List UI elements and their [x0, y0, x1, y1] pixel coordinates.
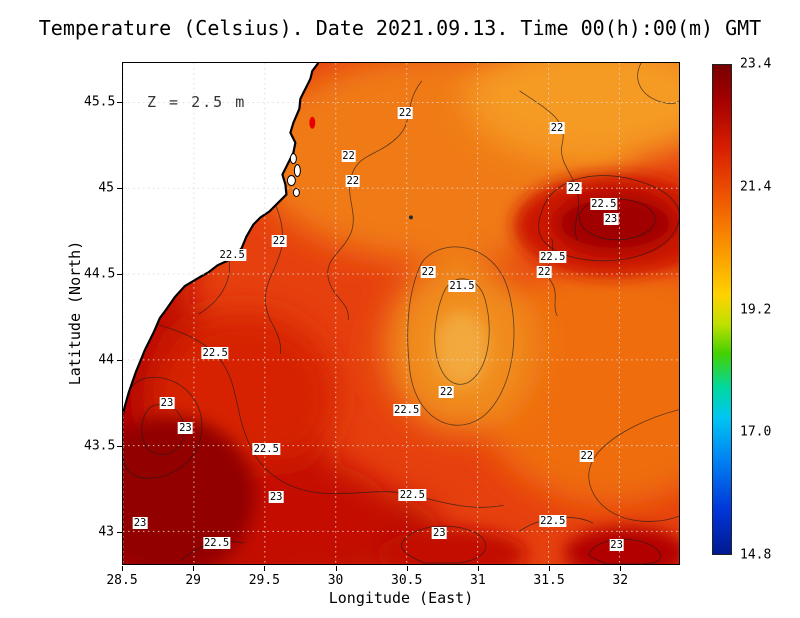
- depth-annotation: Z = 2.5 m: [147, 93, 247, 111]
- x-tick-label: 31.5: [533, 573, 565, 588]
- x-tick-label: 28.5: [106, 573, 138, 588]
- y-tick-mark: [117, 187, 122, 189]
- contour-label: 23: [132, 516, 148, 529]
- contour-label: 22: [579, 449, 595, 462]
- contour-label: 22: [420, 266, 436, 279]
- contour-label: 22: [341, 149, 356, 162]
- x-tick-label: 31: [470, 573, 486, 588]
- x-tick-mark: [620, 566, 622, 571]
- x-tick-label: 29: [185, 573, 201, 588]
- colorbar-labels: 23.4 21.4 19.2 17.0 14.8: [740, 57, 784, 563]
- contour-label: 22.5: [252, 443, 280, 456]
- y-tick-label: 44: [98, 352, 114, 368]
- contour-labels-layer: 22 22 22 22 22 22.5 23 22 22.5 22.5 22 22 21.5 22.5 22…: [123, 63, 679, 564]
- colorbar-tick-label: 19.2: [740, 302, 772, 317]
- y-tick-label: 43: [98, 524, 114, 540]
- x-tick-mark: [549, 566, 551, 571]
- contour-label: 22: [439, 386, 454, 399]
- coastline: [123, 63, 320, 414]
- land-mass: [123, 63, 319, 414]
- contour-label: 22.5: [398, 489, 426, 502]
- contour-label: 22.5: [393, 403, 421, 416]
- temperature-field: [123, 63, 679, 564]
- x-tick-mark: [193, 566, 195, 571]
- colorbar-tick-label: 23.4: [740, 56, 772, 72]
- x-tick-label: 29.5: [248, 573, 280, 588]
- y-tick-label: 45.5: [84, 94, 116, 110]
- y-tick-mark: [117, 273, 122, 275]
- contour-label: 22: [345, 175, 361, 188]
- contour-label: 22.5: [202, 537, 231, 550]
- colorbar-tick-label: 14.8: [740, 547, 772, 563]
- contour-label: 22: [536, 266, 552, 279]
- contour-label: 23: [159, 396, 175, 409]
- x-tick-mark: [335, 566, 337, 571]
- map-plot-area: 22 22 22 22 22 22.5 23 22 22.5 22.5 22 22 21.5 22.5 22…: [122, 62, 680, 565]
- contour-label: 23: [431, 527, 447, 540]
- x-tick-mark: [406, 566, 408, 571]
- contour-label: 23: [609, 539, 624, 552]
- y-tick-mark: [117, 360, 122, 361]
- y-tick-label: 43.5: [84, 438, 116, 454]
- contour-label: 22: [566, 182, 582, 195]
- contour-label: 22.5: [201, 346, 229, 359]
- x-tick-label: 30.5: [391, 573, 423, 588]
- chart-title: Temperature (Celsius). Date 2021.09.13. …: [38, 16, 762, 40]
- x-axis-ticks: 28.5 29 29.5 30 30.5 31 31.5 32: [106, 566, 680, 592]
- contour-label: 22: [549, 122, 565, 135]
- contour-label: 22.5: [539, 515, 567, 528]
- contour-label: 23: [603, 213, 619, 226]
- delta-lagoons: [286, 153, 301, 197]
- x-tick-mark: [477, 566, 479, 571]
- coastal-warm-patch: [309, 116, 316, 129]
- x-tick-mark: [264, 566, 266, 571]
- y-tick-mark: [117, 101, 122, 103]
- contour-label: 23: [178, 422, 193, 435]
- contour-label: 22.5: [590, 197, 618, 210]
- contour-label: 22: [397, 106, 413, 119]
- y-tick-mark: [117, 532, 122, 534]
- y-tick-label: 44.5: [84, 266, 116, 282]
- contour-label: 22.5: [218, 249, 246, 262]
- contour-label: 21.5: [448, 280, 476, 293]
- colorbar: [712, 64, 732, 555]
- contour-label: 22: [271, 235, 287, 248]
- x-tick-mark: [122, 566, 123, 571]
- colorbar-tick-label: 21.4: [740, 179, 772, 195]
- y-axis-title: Latitude (North): [66, 240, 84, 386]
- contour-label: 22.5: [539, 250, 567, 263]
- x-axis-title: Longitude (East): [328, 589, 474, 607]
- x-tick-label: 32: [612, 573, 629, 588]
- y-tick-label: 45: [98, 180, 114, 196]
- contour-label: 23: [268, 491, 284, 504]
- colorbar-tick-label: 17.0: [740, 424, 772, 440]
- island-dot: [408, 215, 413, 220]
- y-axis-ticks: 43 43.5 44 44.5 45 45.5: [84, 62, 122, 565]
- x-tick-label: 30: [327, 573, 344, 588]
- y-tick-mark: [117, 446, 122, 448]
